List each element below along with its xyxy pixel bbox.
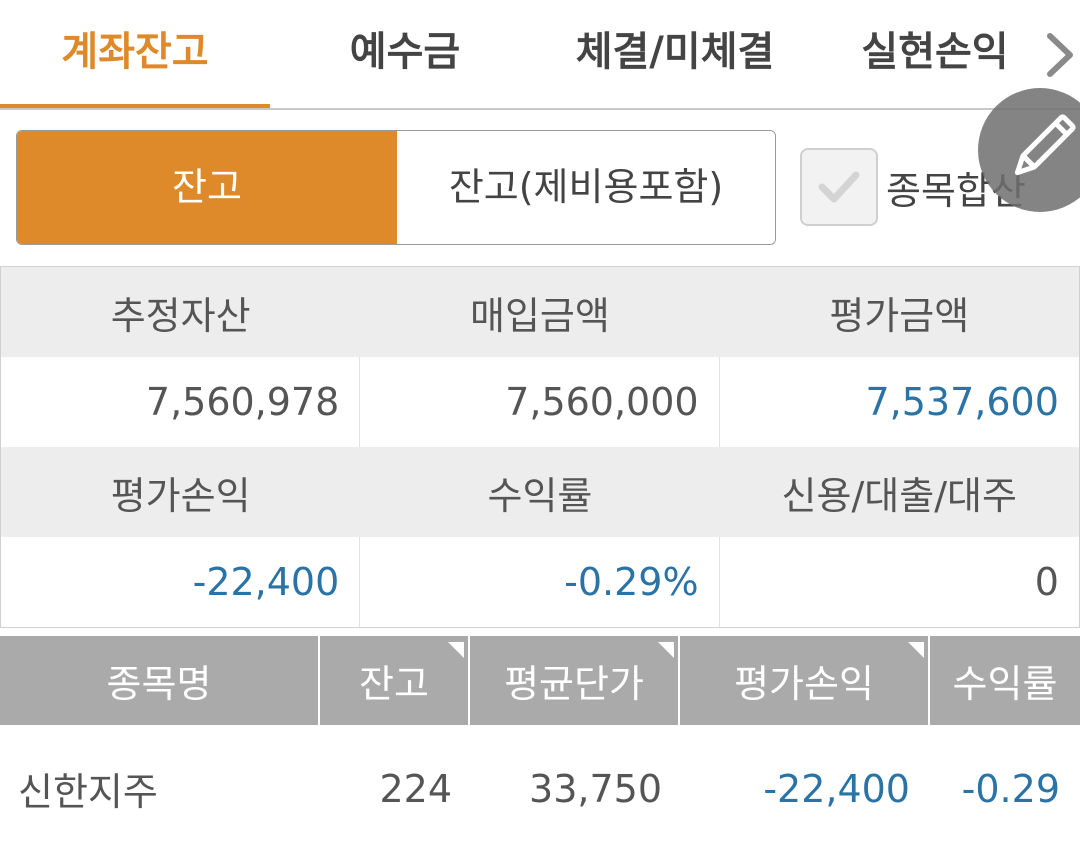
col-quantity[interactable]: 잔고 [320,636,470,725]
summary-value-row: -22,400 -0.29% 0 [1,537,1079,627]
return-rate-cell: -0.29 [961,766,1060,811]
account-summary: 추정자산 매입금액 평가금액 7,560,978 7,560,000 7,537… [0,266,1080,628]
top-tab-bar: 계좌잔고 예수금 체결/미체결 실현손익 [0,0,1080,110]
sort-corner-icon [908,642,924,658]
return-rate-value: -0.29% [360,537,720,627]
col-avg-price-label: 평균단가 [504,662,644,706]
credit-loan-label: 신용/대출/대주 [781,473,1017,518]
edit-button[interactable] [978,88,1080,212]
holdings-header: 종목명 잔고 평균단가 평가손익 수익률 [0,636,1080,725]
tab-account-balance[interactable]: 계좌잔고 [61,29,209,75]
active-tab-indicator [0,104,270,110]
return-rate-label: 수익률 [487,473,593,518]
col-return-rate[interactable]: 수익률 [930,636,1080,725]
summary-header-row: 추정자산 매입금액 평가금액 [1,267,1079,357]
balance-mode-toggle: 잔고 잔고(제비용포함) [16,130,776,245]
col-stock-name-label: 종목명 [106,662,212,706]
evaluation-amount-label: 평가금액 [829,293,970,338]
tab-deposit[interactable]: 예수금 [349,29,461,75]
combine-checkbox[interactable] [800,148,878,226]
col-pnl[interactable]: 평가손익 [680,636,930,725]
evaluation-amount-value: 7,537,600 [865,380,1059,424]
estimated-assets-value: 7,560,978 [1,357,361,447]
quantity-cell: 224 [379,766,452,811]
col-quantity-label: 잔고 [359,662,429,706]
sort-corner-icon [658,642,674,658]
tab-executions[interactable]: 체결/미체결 [575,29,775,75]
evaluation-pnl-value: -22,400 [1,537,361,627]
col-stock-name[interactable]: 종목명 [0,636,320,725]
purchase-amount-label: 매입금액 [470,293,610,338]
sort-corner-icon [448,642,464,658]
stock-name-cell: 신한지주 [18,770,158,814]
pencil-icon [1014,114,1076,176]
col-return-rate-label: 수익률 [952,662,1058,706]
table-row[interactable]: 신한지주 224 33,750 -22,400 -0.29 [0,725,1080,852]
avg-price-cell: 33,750 [529,766,662,811]
summary-header-row: 평가손익 수익률 신용/대출/대주 [1,447,1079,537]
col-pnl-label: 평가손익 [734,662,874,706]
balance-with-fees-button[interactable]: 잔고(제비용포함) [397,131,775,244]
balance-button[interactable]: 잔고 [17,131,397,244]
estimated-assets-label: 추정자산 [110,293,251,338]
holdings-table: 종목명 잔고 평균단가 평가손익 수익률 신한지주 224 33,750 -22… [0,636,1080,852]
purchase-amount-value: 7,560,000 [360,357,720,447]
summary-value-row: 7,560,978 7,560,000 7,537,600 [1,357,1079,447]
check-icon [818,171,860,203]
chevron-right-icon[interactable] [1040,30,1080,80]
col-avg-price[interactable]: 평균단가 [470,636,680,725]
credit-loan-value: 0 [1034,560,1059,604]
tab-divider [0,108,1080,110]
evaluation-pnl-label: 평가손익 [110,473,251,518]
tab-realized-pnl[interactable]: 실현손익 [861,29,1009,75]
pnl-cell: -22,400 [763,766,910,811]
